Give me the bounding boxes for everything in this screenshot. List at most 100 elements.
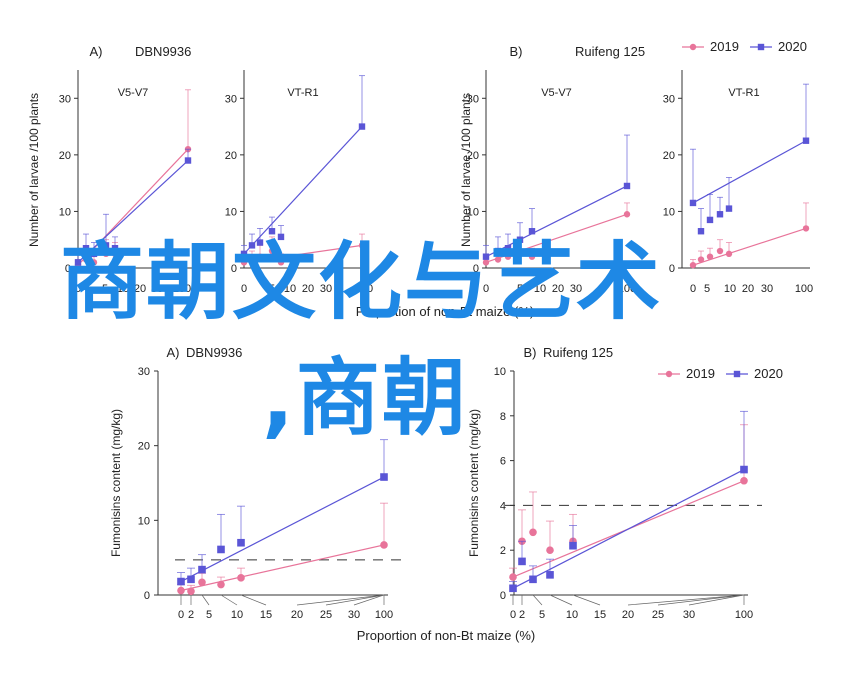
data-point	[482, 253, 490, 260]
data-point	[494, 256, 502, 263]
data-point	[689, 261, 697, 269]
x-tick-label: 5	[704, 283, 710, 295]
panel-label: A)	[167, 345, 180, 360]
series-2020	[482, 134, 631, 260]
x-tick-label: 5	[539, 609, 545, 621]
trend-line	[243, 126, 363, 255]
x-tick-label: 10	[724, 283, 736, 295]
series-2020	[177, 439, 388, 586]
x-tick-label: 5	[206, 609, 212, 621]
data-point	[198, 578, 206, 587]
y-tick-label: 0	[500, 590, 506, 602]
y-tick-label: 20	[663, 150, 675, 162]
data-point	[504, 245, 512, 252]
data-point	[111, 245, 119, 252]
data-point	[380, 541, 388, 549]
data-point	[74, 259, 82, 266]
x-tick-label: 20	[742, 283, 754, 295]
data-point	[494, 247, 502, 255]
x-tick-label: 30	[683, 609, 695, 621]
x-axis-label: Proportion of non-Bt maize (%)	[357, 628, 535, 643]
x-tick-label: 20	[622, 609, 634, 621]
data-point	[248, 242, 256, 249]
x-tick-label: 0	[75, 283, 81, 295]
x-tick-leader	[657, 594, 745, 606]
data-point	[256, 253, 264, 260]
x-tick-leader	[240, 594, 267, 606]
panel-title: Ruifeng 125	[575, 44, 645, 59]
x-tick-label: 100	[173, 283, 191, 295]
data-point	[90, 250, 98, 258]
y-axis-label: Number of larvae /100 plants	[27, 93, 41, 247]
y-tick-label: 10	[225, 206, 237, 218]
data-point	[184, 157, 192, 164]
x-tick-label: 20	[302, 283, 314, 295]
x-tick-label: 15	[260, 609, 272, 621]
data-point	[528, 228, 536, 235]
x-tick-label: 20	[291, 609, 303, 621]
x-tick-label: 25	[320, 609, 332, 621]
series-2020	[509, 410, 748, 593]
y-tick-label: 30	[467, 93, 479, 105]
trend-line	[512, 469, 745, 589]
x-tick-label: 10	[284, 283, 296, 295]
y-tick-label: 10	[138, 515, 150, 527]
x-tick-leader	[572, 594, 601, 606]
data-point	[217, 580, 225, 589]
series-2019	[240, 233, 366, 266]
data-point	[240, 250, 248, 258]
x-tick-leader	[296, 594, 385, 606]
x-tick-label: 30	[570, 283, 582, 295]
trend-line	[180, 476, 385, 583]
x-tick-label: 100	[618, 283, 636, 295]
trend-line	[180, 544, 385, 592]
series-2020	[689, 83, 810, 235]
legend-marker-2020	[733, 370, 741, 378]
facet-title: VT-R1	[728, 87, 759, 99]
overlay-title-line2: ,商朝	[262, 349, 468, 447]
y-tick-label: 0	[144, 590, 150, 602]
x-tick-label: 10	[117, 283, 129, 295]
panel-label: A)	[90, 44, 103, 59]
x-tick-label: 5	[517, 283, 523, 295]
facet-V5-V7: V5-V7 0 10 20 30 0 5 10 20 30 100	[467, 70, 636, 295]
trend-line	[77, 160, 189, 263]
data-point	[716, 211, 724, 218]
x-tick-leader	[325, 594, 385, 606]
x-tick-label: 20	[552, 283, 564, 295]
x-tick-label: 10	[534, 283, 546, 295]
facet-VT-R1: VT-R1 0 10 20 30 0 5 10 20 30 100	[225, 70, 373, 295]
x-tick-label: 0	[510, 609, 516, 621]
data-point	[509, 573, 517, 581]
series-2020	[240, 75, 366, 258]
panel-label: B)	[510, 44, 523, 59]
data-point	[240, 259, 248, 266]
y-axis-label: Number of larvae /100 plants	[459, 93, 473, 247]
x-tick-label: 5	[102, 283, 108, 295]
series-2019	[509, 424, 748, 581]
x-tick-leader	[353, 594, 385, 606]
data-point	[546, 546, 554, 554]
data-point	[217, 545, 225, 554]
y-tick-label: 10	[494, 366, 506, 378]
data-point	[546, 571, 554, 579]
x-tick-label: 20	[134, 283, 146, 295]
y-tick-label: 20	[225, 150, 237, 162]
x-tick-label: 2	[188, 609, 194, 621]
data-point	[623, 211, 631, 218]
data-point	[177, 586, 185, 595]
y-tick-label: 6	[500, 456, 506, 468]
legend-label-2019: 2019	[686, 366, 715, 381]
y-tick-label: 2	[500, 545, 506, 557]
data-point	[697, 256, 705, 263]
data-point	[518, 557, 526, 566]
series-2020	[74, 148, 192, 266]
data-point	[697, 228, 705, 235]
y-tick-label: 20	[59, 150, 71, 162]
y-tick-label: 20	[467, 150, 479, 162]
legend: 2019 2020	[682, 39, 807, 54]
y-tick-label: 30	[59, 93, 71, 105]
y-tick-label: 0	[473, 263, 479, 275]
data-point	[529, 575, 537, 584]
